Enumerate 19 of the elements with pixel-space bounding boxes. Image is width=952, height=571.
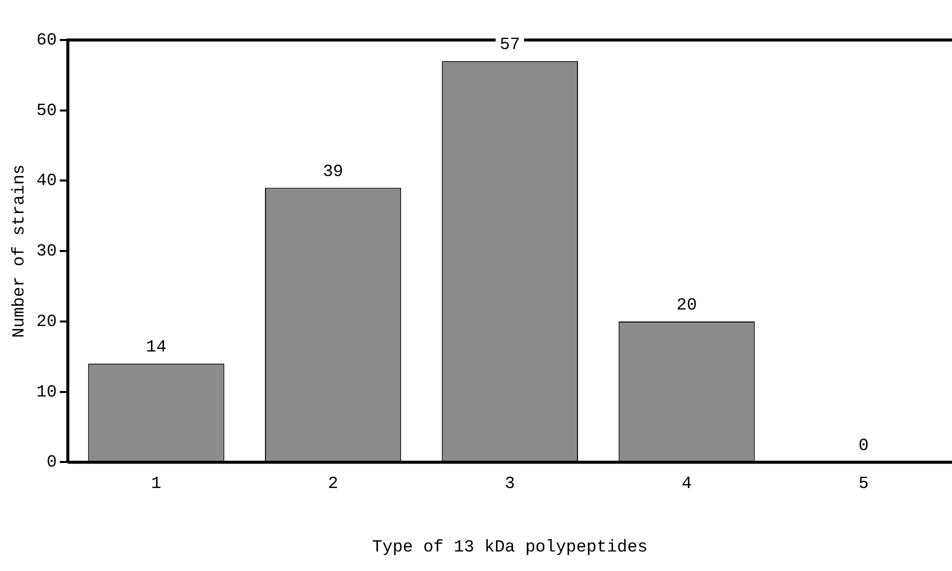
x-tick-label: 4 bbox=[682, 474, 692, 494]
data-label: 39 bbox=[322, 162, 344, 182]
y-tick-label: 10 bbox=[36, 383, 57, 402]
y-tick-label: 40 bbox=[36, 172, 57, 192]
x-axis-title: Type of 13 kDa polypeptides bbox=[372, 538, 648, 558]
y-tick-label: 20 bbox=[36, 312, 57, 332]
y-axis-title: Number of strains bbox=[10, 164, 30, 338]
y-tick-label: 30 bbox=[36, 242, 57, 262]
x-tick-label: 5 bbox=[858, 474, 869, 494]
data-label: 57 bbox=[500, 36, 520, 56]
y-tick-label: 60 bbox=[36, 32, 57, 50]
data-label: 14 bbox=[146, 338, 166, 358]
y-tick-label: 0 bbox=[46, 454, 57, 473]
x-tick-label: 3 bbox=[504, 474, 516, 494]
x-tick-label: 2 bbox=[328, 474, 338, 494]
x-tick-label: 1 bbox=[151, 474, 162, 494]
y-tick-label: 50 bbox=[36, 102, 57, 121]
data-label: 0 bbox=[858, 437, 869, 456]
data-label: 20 bbox=[676, 296, 697, 316]
